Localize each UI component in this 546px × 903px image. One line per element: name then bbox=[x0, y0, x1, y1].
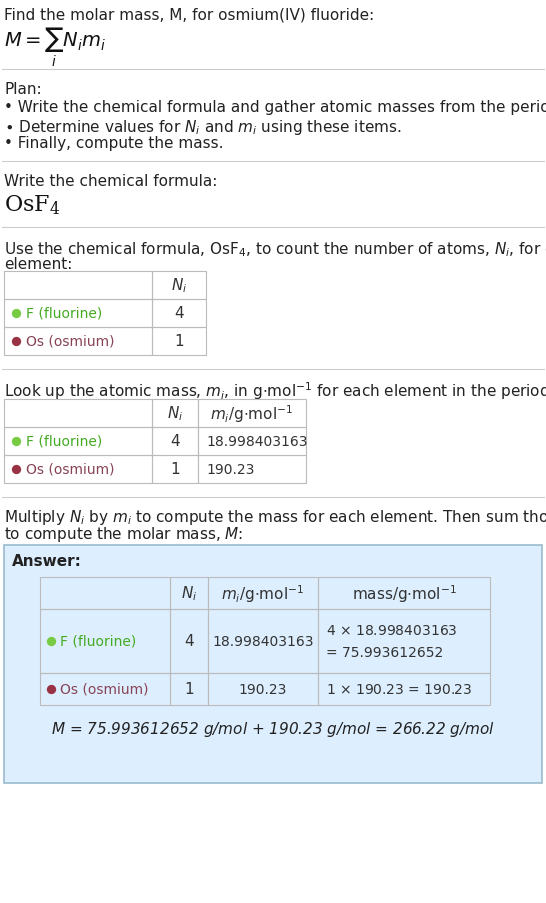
Text: $m_i$/g$\cdot$mol$^{-1}$: $m_i$/g$\cdot$mol$^{-1}$ bbox=[210, 403, 294, 424]
Bar bbox=[40, 577, 170, 610]
Text: $M$ = 75.993612652 g/mol + 190.23 g/mol = 266.22 g/mol: $M$ = 75.993612652 g/mol + 190.23 g/mol … bbox=[51, 719, 495, 738]
Text: 190.23: 190.23 bbox=[239, 683, 287, 696]
Bar bbox=[318, 610, 490, 674]
Text: 4: 4 bbox=[174, 306, 184, 321]
Point bbox=[11, 462, 20, 477]
Bar bbox=[4, 427, 152, 455]
Bar bbox=[170, 610, 208, 674]
Text: element:: element: bbox=[4, 256, 73, 272]
Bar bbox=[318, 674, 490, 705]
Text: Multiply $N_i$ by $m_i$ to compute the mass for each element. Then sum those val: Multiply $N_i$ by $m_i$ to compute the m… bbox=[4, 507, 546, 526]
Text: 190.23: 190.23 bbox=[206, 462, 254, 477]
Text: $\mathregular{OsF_4}$: $\mathregular{OsF_4}$ bbox=[4, 192, 61, 217]
Text: Answer:: Answer: bbox=[12, 554, 82, 568]
Text: $\bullet$ Determine values for $N_i$ and $m_i$ using these items.: $\bullet$ Determine values for $N_i$ and… bbox=[4, 118, 402, 137]
Text: F (fluorine): F (fluorine) bbox=[26, 434, 102, 449]
Text: • Finally, compute the mass.: • Finally, compute the mass. bbox=[4, 135, 223, 151]
Point bbox=[46, 682, 55, 696]
Text: F (fluorine): F (fluorine) bbox=[26, 307, 102, 321]
Text: 4: 4 bbox=[184, 634, 194, 648]
Bar bbox=[170, 674, 208, 705]
Point bbox=[46, 634, 55, 648]
Bar bbox=[152, 399, 198, 427]
Point bbox=[11, 306, 20, 321]
Text: $N_i$: $N_i$ bbox=[167, 405, 183, 423]
Text: 1: 1 bbox=[174, 334, 184, 349]
Text: = 75.993612652: = 75.993612652 bbox=[326, 646, 443, 659]
Point bbox=[11, 334, 20, 349]
Text: mass/g$\cdot$mol$^{-1}$: mass/g$\cdot$mol$^{-1}$ bbox=[352, 582, 456, 604]
Text: Os (osmium): Os (osmium) bbox=[60, 683, 149, 696]
Text: 1: 1 bbox=[184, 682, 194, 697]
Text: Look up the atomic mass, $m_i$, in g$\cdot$mol$^{-1}$ for each element in the pe: Look up the atomic mass, $m_i$, in g$\cd… bbox=[4, 379, 546, 401]
Bar bbox=[4, 272, 152, 300]
Bar bbox=[4, 399, 152, 427]
Text: 18.998403163: 18.998403163 bbox=[212, 634, 314, 648]
Bar bbox=[152, 272, 206, 300]
Bar bbox=[4, 328, 152, 356]
Text: Os (osmium): Os (osmium) bbox=[26, 462, 115, 477]
Bar bbox=[208, 610, 318, 674]
Bar bbox=[208, 577, 318, 610]
Bar bbox=[40, 610, 170, 674]
Text: Write the chemical formula:: Write the chemical formula: bbox=[4, 173, 217, 189]
Text: $M = \sum_i N_i m_i$: $M = \sum_i N_i m_i$ bbox=[4, 26, 106, 69]
Bar bbox=[198, 455, 306, 483]
Text: 18.998403163: 18.998403163 bbox=[206, 434, 307, 449]
Bar bbox=[152, 328, 206, 356]
Text: F (fluorine): F (fluorine) bbox=[60, 634, 136, 648]
Bar bbox=[152, 300, 206, 328]
Text: $N_i$: $N_i$ bbox=[171, 276, 187, 295]
Bar bbox=[4, 300, 152, 328]
Text: • Write the chemical formula and gather atomic masses from the periodic table.: • Write the chemical formula and gather … bbox=[4, 100, 546, 115]
Text: Find the molar mass, M, for osmium(IV) fluoride:: Find the molar mass, M, for osmium(IV) f… bbox=[4, 8, 374, 23]
Text: Use the chemical formula, $\mathregular{OsF_4}$, to count the number of atoms, $: Use the chemical formula, $\mathregular{… bbox=[4, 239, 546, 258]
Text: 1 $\times$ 190.23 = 190.23: 1 $\times$ 190.23 = 190.23 bbox=[326, 683, 472, 696]
Bar bbox=[4, 455, 152, 483]
Point bbox=[11, 434, 20, 449]
Bar bbox=[170, 577, 208, 610]
Text: 4: 4 bbox=[170, 434, 180, 449]
Text: 1: 1 bbox=[170, 462, 180, 477]
Bar bbox=[4, 545, 542, 783]
Bar bbox=[152, 427, 198, 455]
Bar bbox=[198, 427, 306, 455]
Text: Os (osmium): Os (osmium) bbox=[26, 335, 115, 349]
Bar bbox=[152, 455, 198, 483]
Bar bbox=[208, 674, 318, 705]
Text: 4 $\times$ 18.998403163: 4 $\times$ 18.998403163 bbox=[326, 623, 458, 638]
Text: to compute the molar mass, $M$:: to compute the molar mass, $M$: bbox=[4, 525, 244, 544]
Bar bbox=[318, 577, 490, 610]
Bar bbox=[198, 399, 306, 427]
Bar bbox=[40, 674, 170, 705]
Text: $m_i$/g$\cdot$mol$^{-1}$: $m_i$/g$\cdot$mol$^{-1}$ bbox=[222, 582, 305, 604]
Text: Plan:: Plan: bbox=[4, 82, 41, 97]
Text: $N_i$: $N_i$ bbox=[181, 584, 197, 602]
